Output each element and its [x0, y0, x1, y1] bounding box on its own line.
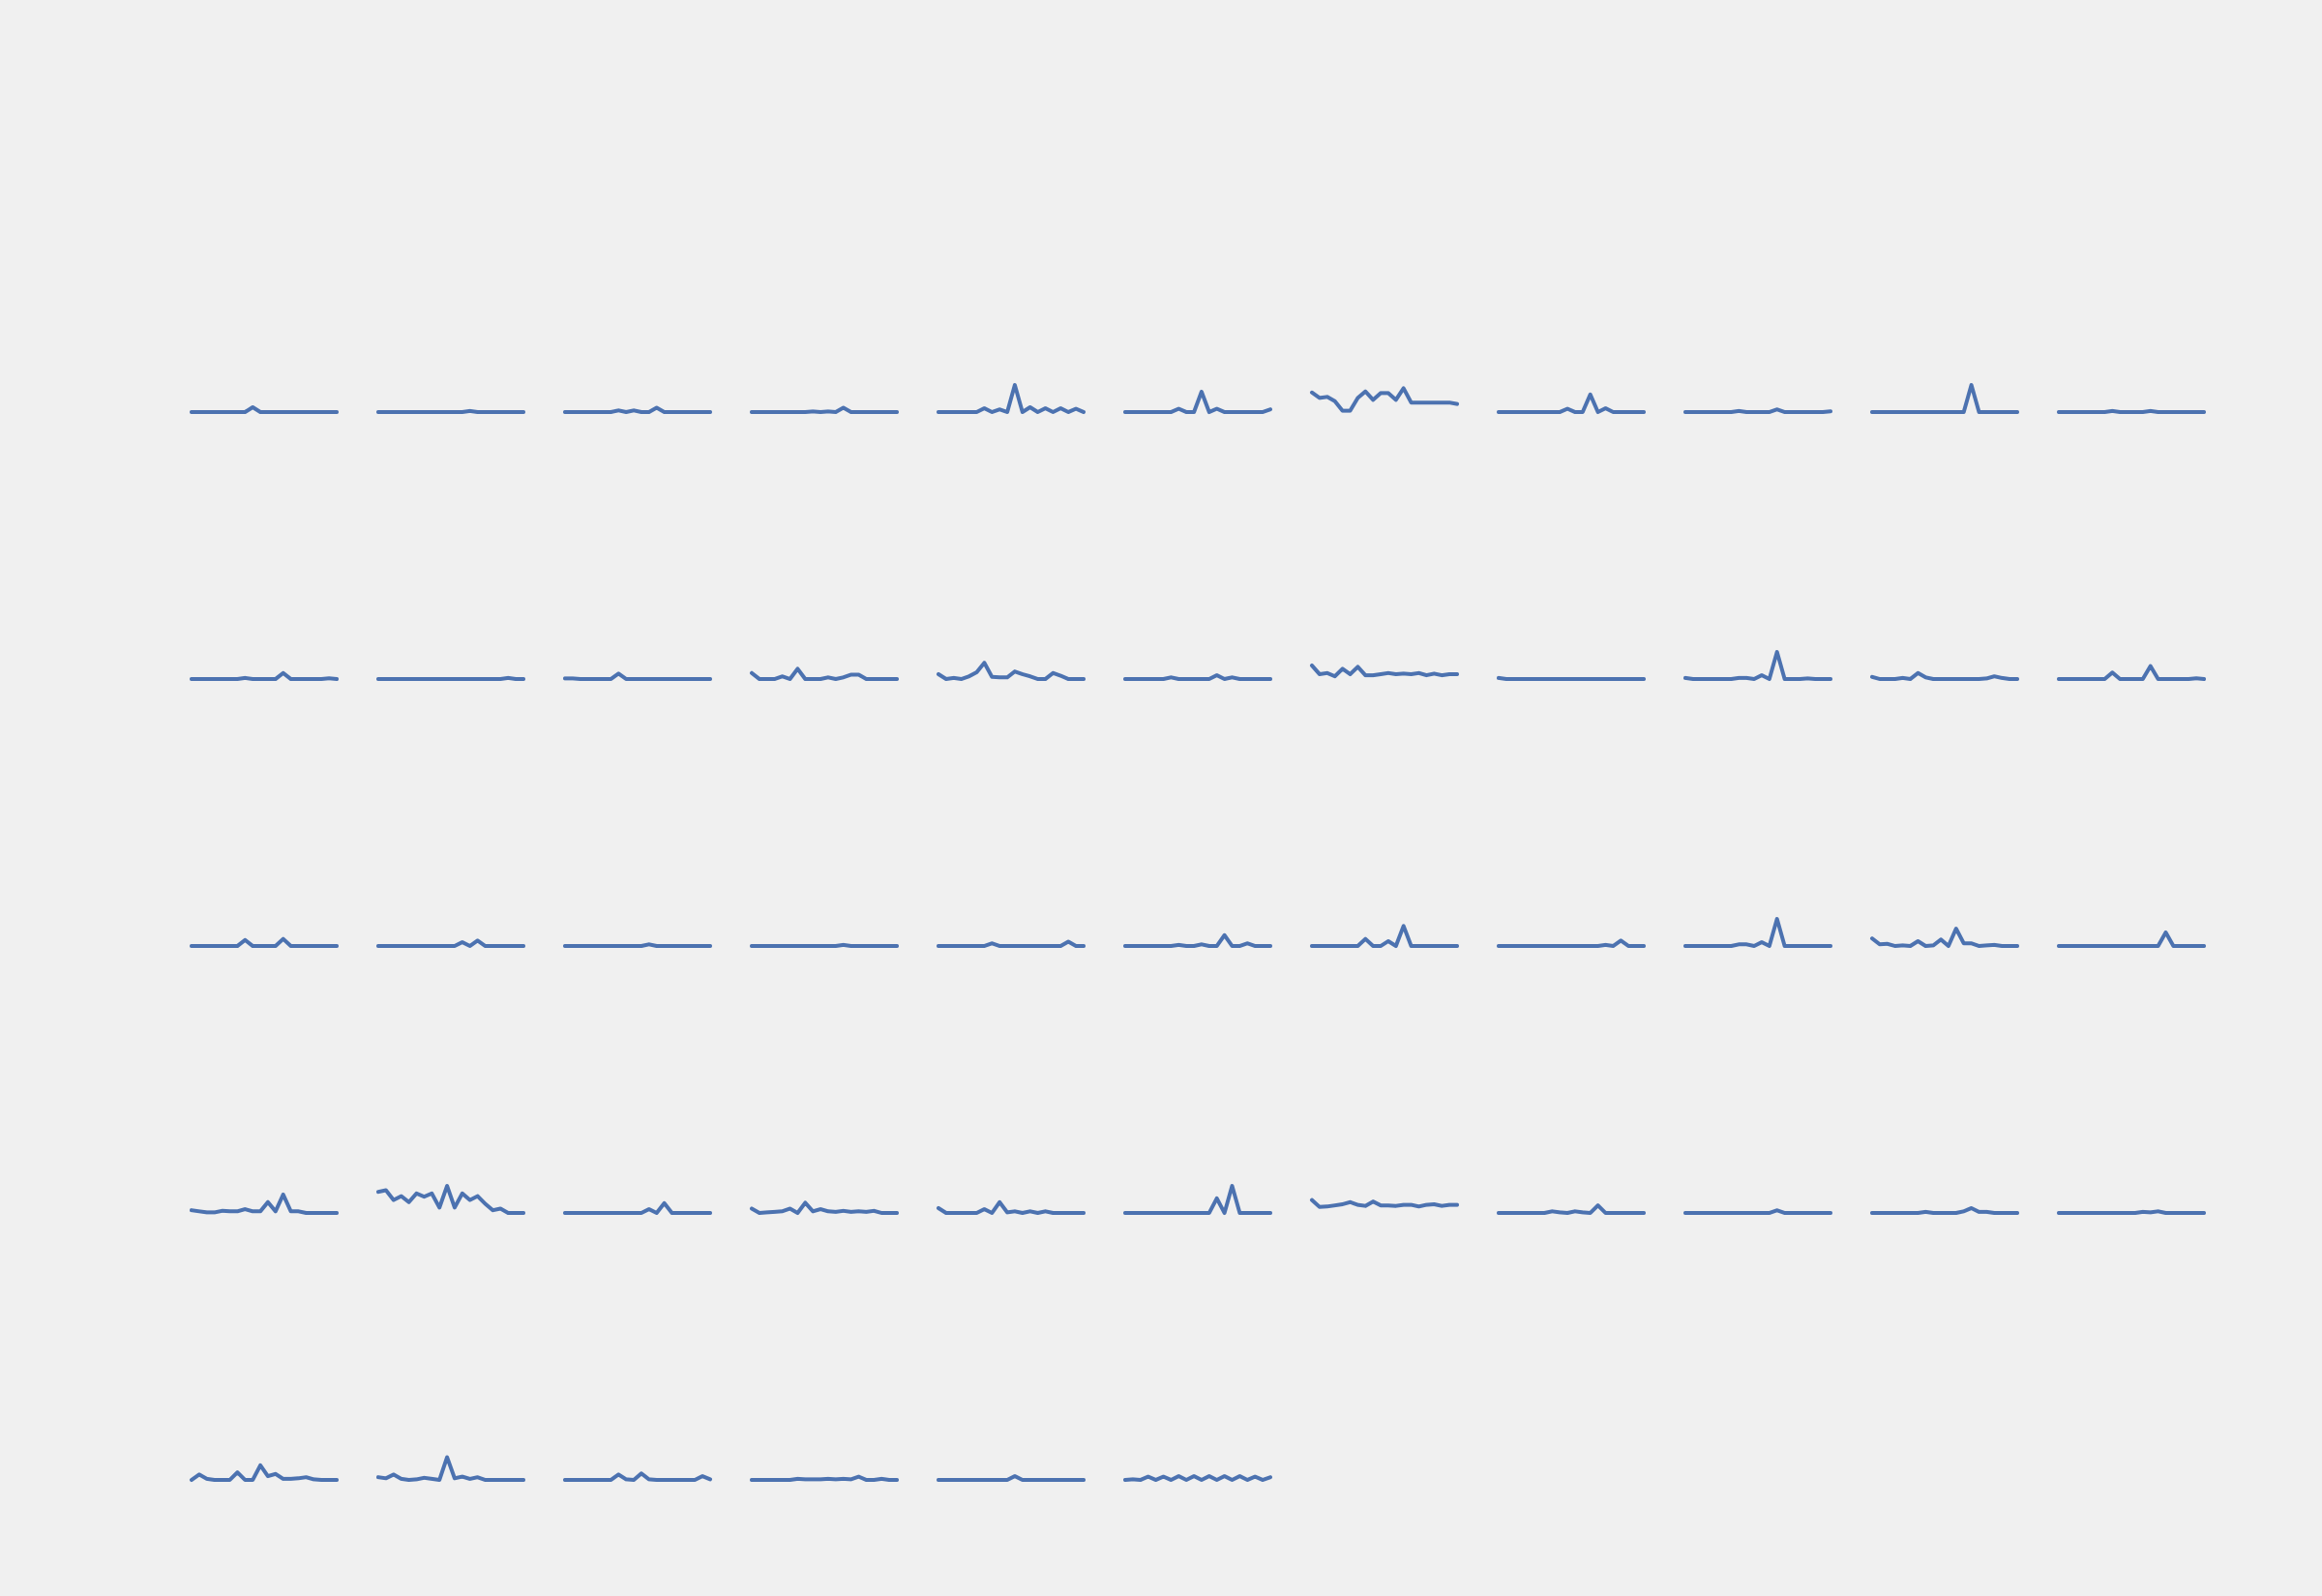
- sparkline-series-29: [1310, 924, 1459, 948]
- sparkline-series-7: [1310, 386, 1459, 413]
- sparkline-series-47: [563, 1471, 712, 1482]
- sparkline-series-23: [190, 936, 339, 948]
- sparkline-series-17: [1123, 673, 1272, 681]
- sparkline-series-49: [937, 1474, 1086, 1482]
- sparkline-series-41: [1497, 1203, 1646, 1215]
- sparkline-series-20: [1683, 650, 1832, 681]
- sparkline-series-15: [750, 666, 899, 681]
- sparkline-series-2: [376, 408, 525, 414]
- sparkline-series-39: [1123, 1184, 1272, 1215]
- sparkline-series-12: [190, 670, 339, 681]
- sparkline-series-26: [750, 942, 899, 948]
- sparkline-series-33: [2057, 931, 2206, 948]
- sparkline-series-5: [937, 383, 1086, 414]
- sparkline-series-10: [1870, 383, 2019, 414]
- sparkline-series-28: [1123, 932, 1272, 948]
- sparkline-series-34: [190, 1193, 339, 1215]
- sparkline-series-3: [563, 405, 712, 414]
- sparkline-series-31: [1683, 917, 1832, 948]
- sparkline-series-32: [1870, 927, 2019, 948]
- sparkline-series-11: [2057, 408, 2206, 414]
- sparkline-series-6: [1123, 390, 1272, 414]
- sparkline-series-36: [563, 1200, 712, 1215]
- sparkline-series-38: [937, 1199, 1086, 1215]
- sparkline-series-1: [190, 405, 339, 414]
- sparkline-series-43: [1870, 1206, 2019, 1215]
- sparkline-series-24: [376, 938, 525, 948]
- sparkline-series-46: [376, 1455, 525, 1482]
- sparkline-series-44: [2057, 1209, 2206, 1215]
- sparkline-series-35: [376, 1184, 525, 1215]
- sparkline-series-9: [1683, 407, 1832, 414]
- sparkline-series-27: [937, 939, 1086, 948]
- sparkline-series-13: [376, 675, 525, 681]
- sparkline-series-19: [1497, 675, 1646, 681]
- sparkline-series-40: [1310, 1197, 1459, 1209]
- sparkline-series-50: [1123, 1474, 1272, 1482]
- sparkline-series-16: [937, 661, 1086, 681]
- sparkline-series-8: [1497, 392, 1646, 414]
- sparkline-series-42: [1683, 1208, 1832, 1215]
- sparkline-series-4: [750, 405, 899, 414]
- sparkline-series-30: [1497, 938, 1646, 948]
- sparkline-series-37: [750, 1200, 899, 1215]
- sparkline-series-14: [563, 671, 712, 681]
- sparkline-series-22: [2057, 664, 2206, 681]
- sparkline-series-21: [1870, 670, 2019, 681]
- sparkline-series-18: [1310, 664, 1459, 679]
- sparkline-series-45: [190, 1463, 339, 1482]
- sparkline-series-25: [563, 942, 712, 948]
- sparkline-series-48: [750, 1474, 899, 1482]
